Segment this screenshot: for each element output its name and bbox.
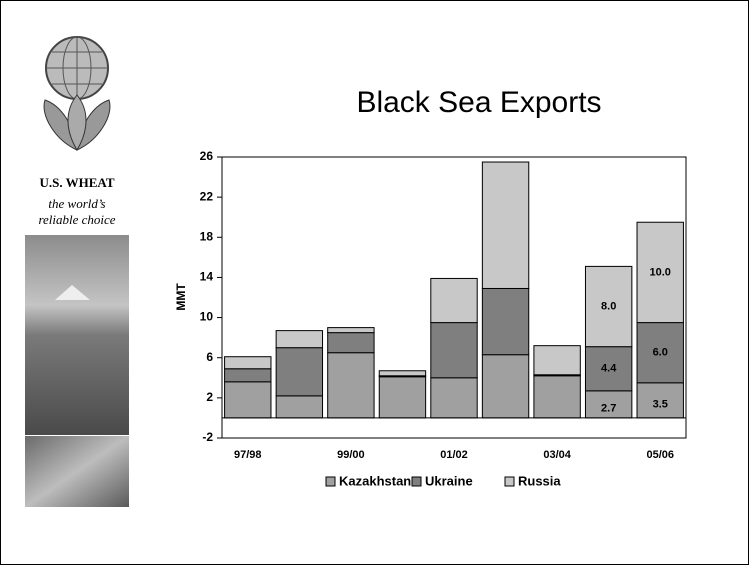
bar-segment (224, 381, 272, 419)
bar-segment (275, 330, 324, 349)
bar-segment (378, 370, 427, 377)
data-label: 2.7 (601, 402, 616, 414)
y-tick-label: 6 (206, 350, 213, 364)
data-label: 10.0 (650, 266, 671, 278)
x-tick-label: 99/00 (337, 449, 365, 461)
data-label: 8.0 (601, 300, 616, 312)
y-tick-label: 18 (200, 229, 214, 243)
legend-label: Russia (518, 473, 561, 488)
x-tick-label: 97/98 (234, 449, 262, 461)
bar-segment (584, 390, 633, 419)
bar-segment (378, 376, 427, 419)
chart-title: Black Sea Exports (356, 86, 601, 119)
data-label: 6.0 (653, 347, 668, 359)
bar-segment (327, 327, 375, 334)
bar-segment (430, 277, 478, 324)
bar-segment (430, 377, 478, 419)
legend-swatch (325, 476, 336, 487)
x-tick-label: 01/02 (440, 449, 468, 461)
bar-segment (481, 287, 530, 356)
bar-segment (224, 356, 272, 370)
x-tick-label: 03/04 (543, 449, 571, 461)
bar-segment (430, 322, 478, 379)
legend-label: Kazakhstan (339, 473, 411, 488)
bar-segment (533, 345, 581, 376)
bar-segment (481, 354, 530, 419)
bar-segment (584, 265, 633, 348)
bar-segment (533, 375, 581, 419)
bar-segment (584, 346, 633, 392)
data-label: 3.5 (653, 398, 668, 410)
brand-name: U.S. WHEAT (39, 175, 114, 190)
y-tick-label: 14 (200, 270, 214, 284)
legend-swatch (504, 476, 515, 487)
bar-segment (275, 347, 324, 397)
bar-segment (327, 352, 375, 419)
photo-straw (25, 436, 129, 507)
data-label: 4.4 (601, 363, 617, 375)
bar-segment (224, 368, 272, 383)
y-tick-label: -2 (202, 430, 213, 444)
bar-segment (327, 332, 375, 354)
bar-segment (636, 322, 684, 384)
x-tick-label: 05/06 (646, 449, 674, 461)
legend-label: Ukraine (425, 473, 473, 488)
legend-swatch (411, 476, 422, 487)
bar-segment (636, 221, 684, 324)
y-tick-label: 22 (200, 189, 214, 203)
y-tick-label: 2 (206, 390, 213, 404)
bar-segment (481, 161, 530, 289)
mountain (55, 285, 90, 300)
logo (43, 36, 111, 151)
tagline: reliable choice (38, 212, 115, 227)
bar-segment (275, 395, 324, 419)
tagline: the world’s (48, 196, 105, 211)
photo-field (25, 235, 129, 435)
y-axis-label: MMT (174, 283, 188, 311)
y-tick-label: 10 (200, 310, 214, 324)
y-tick-label: 26 (200, 149, 214, 163)
